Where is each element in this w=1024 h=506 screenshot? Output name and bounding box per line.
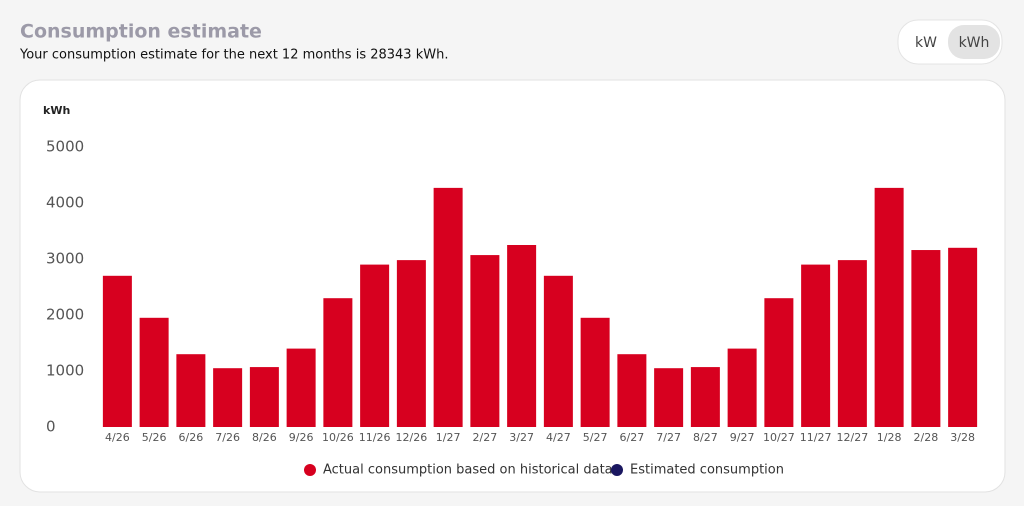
x-tick-label: 11/27 bbox=[800, 431, 832, 444]
y-tick-label: 2000 bbox=[46, 306, 84, 324]
legend-marker bbox=[611, 464, 623, 476]
toggle-selected bbox=[948, 25, 1000, 59]
legend-label: Estimated consumption bbox=[630, 463, 784, 478]
x-tick-label: 9/26 bbox=[289, 431, 314, 444]
x-tick-label: 8/27 bbox=[693, 431, 718, 444]
bar bbox=[176, 354, 206, 427]
bar bbox=[837, 260, 867, 427]
bar bbox=[617, 354, 647, 427]
bar bbox=[507, 245, 537, 427]
x-tick-label: 5/27 bbox=[583, 431, 608, 444]
bar bbox=[286, 348, 316, 427]
x-tick-label: 3/27 bbox=[509, 431, 534, 444]
bar bbox=[249, 367, 279, 427]
x-tick-label: 4/26 bbox=[105, 431, 130, 444]
bar bbox=[911, 250, 941, 427]
y-tick-label: 1000 bbox=[46, 362, 84, 380]
bar bbox=[102, 275, 132, 427]
x-tick-label: 4/27 bbox=[546, 431, 571, 444]
bar bbox=[690, 367, 720, 427]
bar bbox=[801, 264, 831, 427]
x-tick-label: 11/26 bbox=[359, 431, 391, 444]
x-tick-label: 2/28 bbox=[914, 431, 939, 444]
x-tick-label: 2/27 bbox=[473, 431, 498, 444]
x-tick-label: 7/27 bbox=[656, 431, 681, 444]
bar bbox=[213, 368, 243, 427]
y-axis-label: kWh bbox=[43, 104, 70, 117]
toggle-options: kW kWh bbox=[915, 25, 1000, 59]
x-tick-label: 3/28 bbox=[950, 431, 975, 444]
toggle-option[interactable]: kW bbox=[915, 35, 937, 51]
bar bbox=[948, 247, 978, 427]
bar bbox=[470, 255, 500, 427]
x-tick-label: 8/26 bbox=[252, 431, 277, 444]
x-tick-label: 6/26 bbox=[179, 431, 204, 444]
x-tick-label: 5/26 bbox=[142, 431, 167, 444]
x-tick-label: 7/26 bbox=[215, 431, 240, 444]
bar bbox=[727, 348, 757, 427]
y-tick-label: 5000 bbox=[46, 138, 84, 156]
x-tick-label: 10/27 bbox=[763, 431, 795, 444]
bar bbox=[543, 275, 573, 427]
toggle-option[interactable]: kWh bbox=[959, 35, 990, 51]
y-tick-label: 3000 bbox=[46, 250, 84, 268]
x-tick-label: 1/28 bbox=[877, 431, 902, 444]
x-tick-label: 6/27 bbox=[620, 431, 645, 444]
y-tick-label: 0 bbox=[46, 418, 56, 436]
bar bbox=[654, 368, 684, 427]
x-tick-label: 9/27 bbox=[730, 431, 755, 444]
x-tick-label: 12/26 bbox=[396, 431, 428, 444]
bar bbox=[874, 187, 904, 427]
bar bbox=[580, 317, 610, 427]
x-tick-label: 12/27 bbox=[837, 431, 869, 444]
y-tick-label: 4000 bbox=[46, 194, 84, 212]
bar bbox=[764, 298, 794, 427]
bar bbox=[323, 298, 353, 427]
page-subtitle: Your consumption estimate for the next 1… bbox=[19, 48, 448, 63]
bar bbox=[433, 187, 463, 427]
page-title: Consumption estimate bbox=[20, 21, 262, 43]
bar bbox=[360, 264, 390, 427]
bar bbox=[139, 317, 169, 427]
chart: 0 1000 2000 3000 4000 5000 4/26 5/26 6/26 7/26 8/2… bbox=[46, 138, 978, 478]
bar bbox=[396, 260, 426, 427]
x-tick-label: 10/26 bbox=[322, 431, 354, 444]
x-tick-label: 1/27 bbox=[436, 431, 461, 444]
legend-label: Actual consumption based on historical d… bbox=[323, 463, 613, 478]
legend-marker bbox=[304, 464, 316, 476]
